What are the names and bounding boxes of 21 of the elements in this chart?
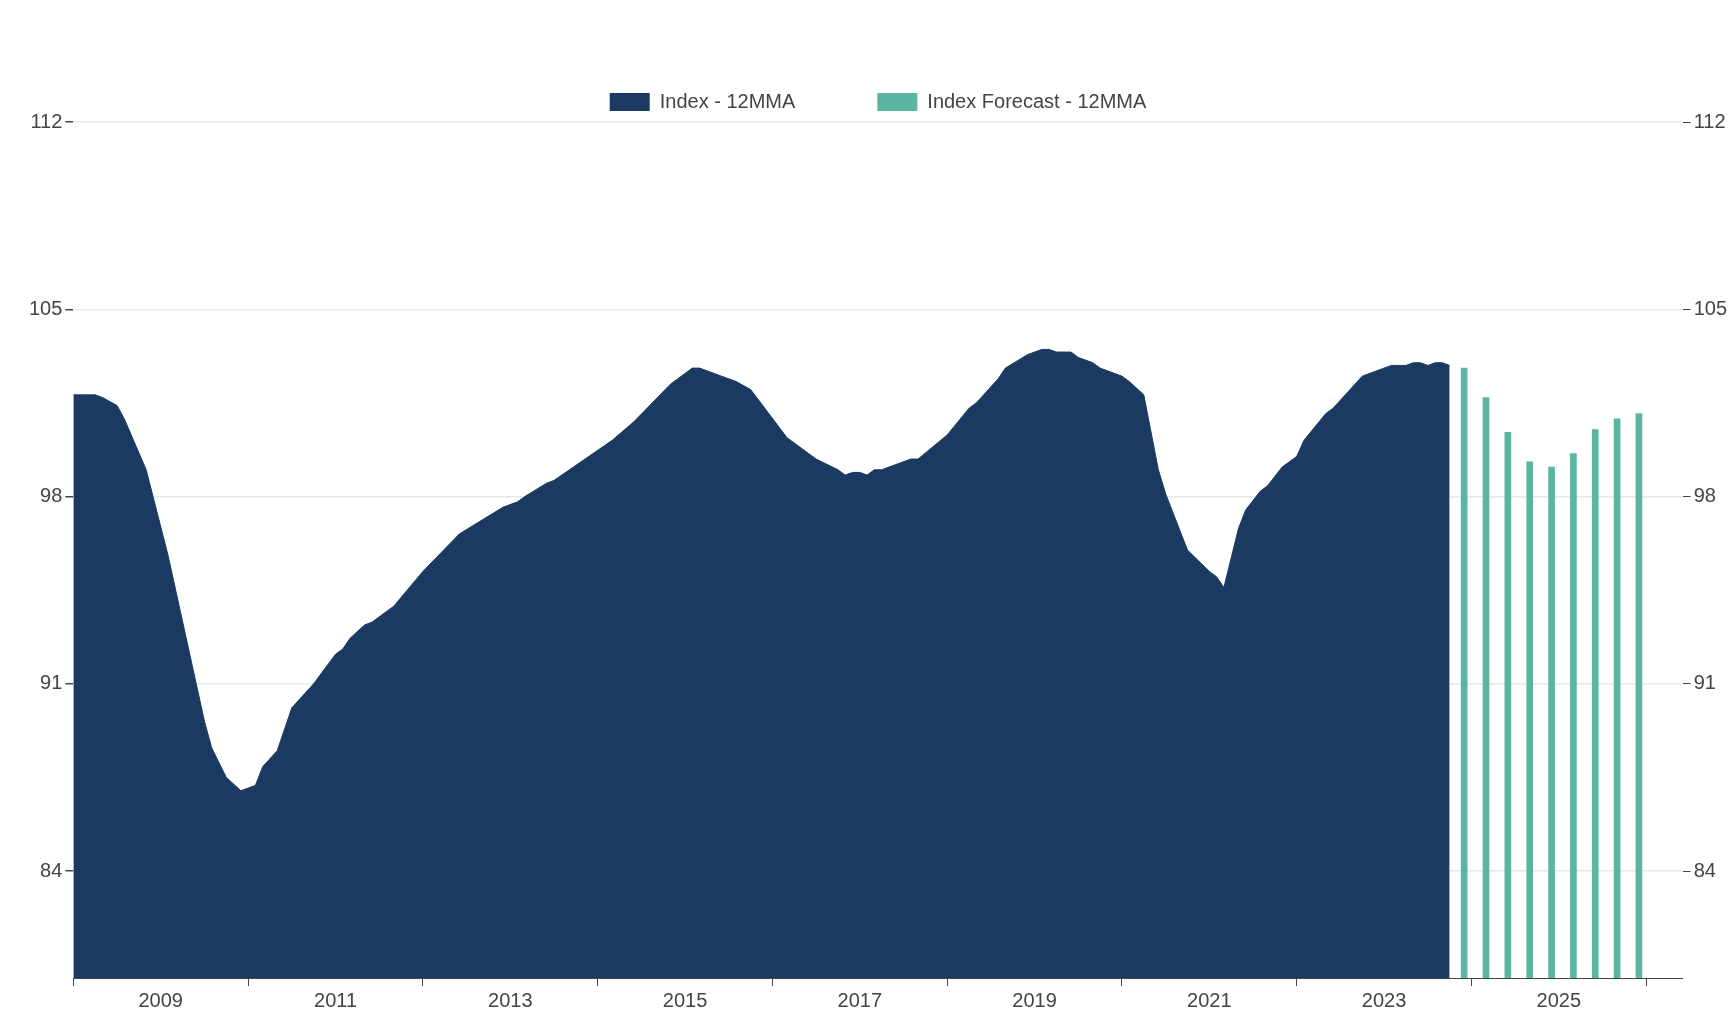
y-tick-label: 112 [1693,109,1726,132]
x-tick-label: 2021 [1187,988,1232,1011]
y2-tick-label: 84 [40,858,63,881]
legend-label: Index - 12MMA [659,89,796,112]
x-tick-label: 2017 [837,988,883,1011]
y2-tick-label: 91 [40,671,63,694]
x-tick-label: 2009 [138,988,183,1011]
y-tick-label: 105 [1693,296,1728,319]
x-tick-label: 2019 [1012,988,1057,1011]
legend-label: Index Forecast - 12MMA [927,89,1147,112]
y2-tick-label: 98 [40,484,63,507]
y2-tick-label: 105 [28,296,63,319]
y2-tick-label: 112 [30,109,63,132]
y-tick-label: 98 [1693,484,1716,507]
x-tick-label: 2013 [488,988,533,1011]
x-tick-label: 2011 [314,988,358,1011]
x-tick-label: 2023 [1361,988,1407,1011]
x-tick-label: 2025 [1536,988,1582,1011]
x-tick-label: 2015 [662,988,708,1011]
y-tick-label: 84 [1693,858,1716,881]
y-tick-label: 91 [1693,671,1716,694]
